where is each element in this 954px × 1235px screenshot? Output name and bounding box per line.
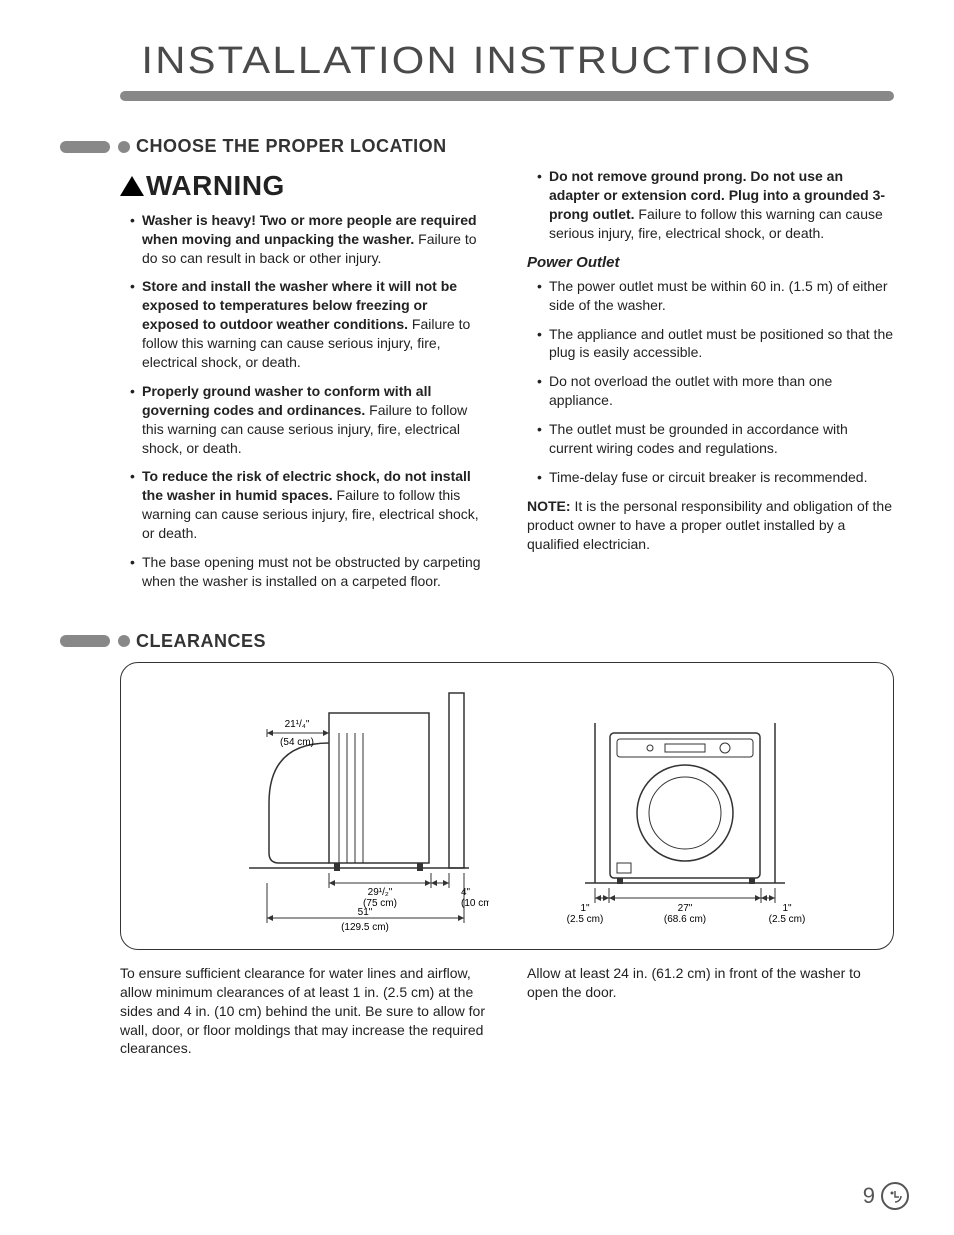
warning-bullet: The base opening must not be obstructed …: [130, 553, 487, 591]
dim-door-open-cm: (54 cm): [280, 737, 314, 748]
side-view-diagram: 21¹/₄" (54 cm) 29¹/₂" (75 cm) 4" (10 cm): [151, 683, 507, 933]
warning-bullet: Washer is heavy! Two or more people are …: [130, 211, 487, 268]
outlet-bullet: Time-delay fuse or circuit breaker is re…: [537, 468, 894, 487]
warning-bullet: Properly ground washer to conform with a…: [130, 382, 487, 458]
right-column: Do not remove ground prong. Do not use a…: [527, 167, 894, 601]
section-pill-icon: [60, 635, 110, 647]
page-number: 9: [863, 1183, 875, 1209]
dim-total-in: 51": [358, 907, 373, 918]
title-divider: [120, 91, 894, 101]
dim-width-cm: (68.6 cm): [664, 914, 706, 925]
page-footer: 9: [863, 1182, 909, 1210]
note-text: It is the personal responsibility and ob…: [527, 498, 892, 552]
dim-right-in: 1": [782, 903, 792, 914]
section-cap-icon: [118, 141, 130, 153]
outlet-bullet: Do not overload the outlet with more tha…: [537, 372, 894, 410]
dim-backgap-in: 4": [461, 887, 471, 898]
bullet-text: The base opening must not be obstructed …: [142, 554, 481, 589]
dim-left-in: 1": [580, 903, 590, 914]
lg-logo-icon: [881, 1182, 909, 1210]
outlet-bullet: The power outlet must be within 60 in. (…: [537, 277, 894, 315]
dim-total-cm: (129.5 cm): [341, 922, 389, 933]
section-cap-icon: [118, 635, 130, 647]
note-paragraph: NOTE: It is the personal responsibility …: [527, 497, 894, 554]
clearance-diagram-box: 21¹/₄" (54 cm) 29¹/₂" (75 cm) 4" (10 cm): [120, 662, 894, 950]
outlet-bullet: The appliance and outlet must be positio…: [537, 325, 894, 363]
note-label: NOTE:: [527, 498, 571, 514]
warning-triangle-icon: [120, 176, 144, 196]
power-outlet-heading: Power Outlet: [527, 253, 894, 273]
page-title: INSTALLATION INSTRUCTIONS: [18, 40, 935, 83]
dim-backgap-cm: (10 cm): [461, 898, 489, 909]
dim-right-cm: (2.5 cm): [769, 914, 806, 925]
warning-bullet: To reduce the risk of electric shock, do…: [130, 467, 487, 543]
left-column: WARNING Washer is heavy! Two or more peo…: [120, 167, 487, 601]
warning-bullet: Store and install the washer where it wi…: [130, 277, 487, 371]
clearance-para-right: Allow at least 24 in. (61.2 cm) in front…: [527, 964, 894, 1058]
section-header-clearances: CLEARANCES: [60, 631, 894, 652]
warning-bullet: Do not remove ground prong. Do not use a…: [537, 167, 894, 243]
dim-left-cm: (2.5 cm): [567, 914, 604, 925]
dim-door-open-in: 21¹/₄": [285, 719, 310, 730]
front-view-diagram: 1" (2.5 cm) 27" (68.6 cm) 1" (2.5 cm): [507, 703, 863, 933]
warning-label: WARNING: [146, 167, 285, 205]
section-title-location: CHOOSE THE PROPER LOCATION: [136, 136, 447, 157]
section-title-clearances: CLEARANCES: [136, 631, 266, 652]
section-pill-icon: [60, 141, 110, 153]
dim-width-in: 27": [678, 903, 693, 914]
dim-depth-in: 29¹/₂": [368, 887, 393, 898]
warning-heading: WARNING: [120, 167, 487, 205]
clearance-para-left: To ensure sufficient clearance for water…: [120, 964, 487, 1058]
outlet-bullet: The outlet must be grounded in accordanc…: [537, 420, 894, 458]
section-header-location: CHOOSE THE PROPER LOCATION: [60, 136, 894, 157]
